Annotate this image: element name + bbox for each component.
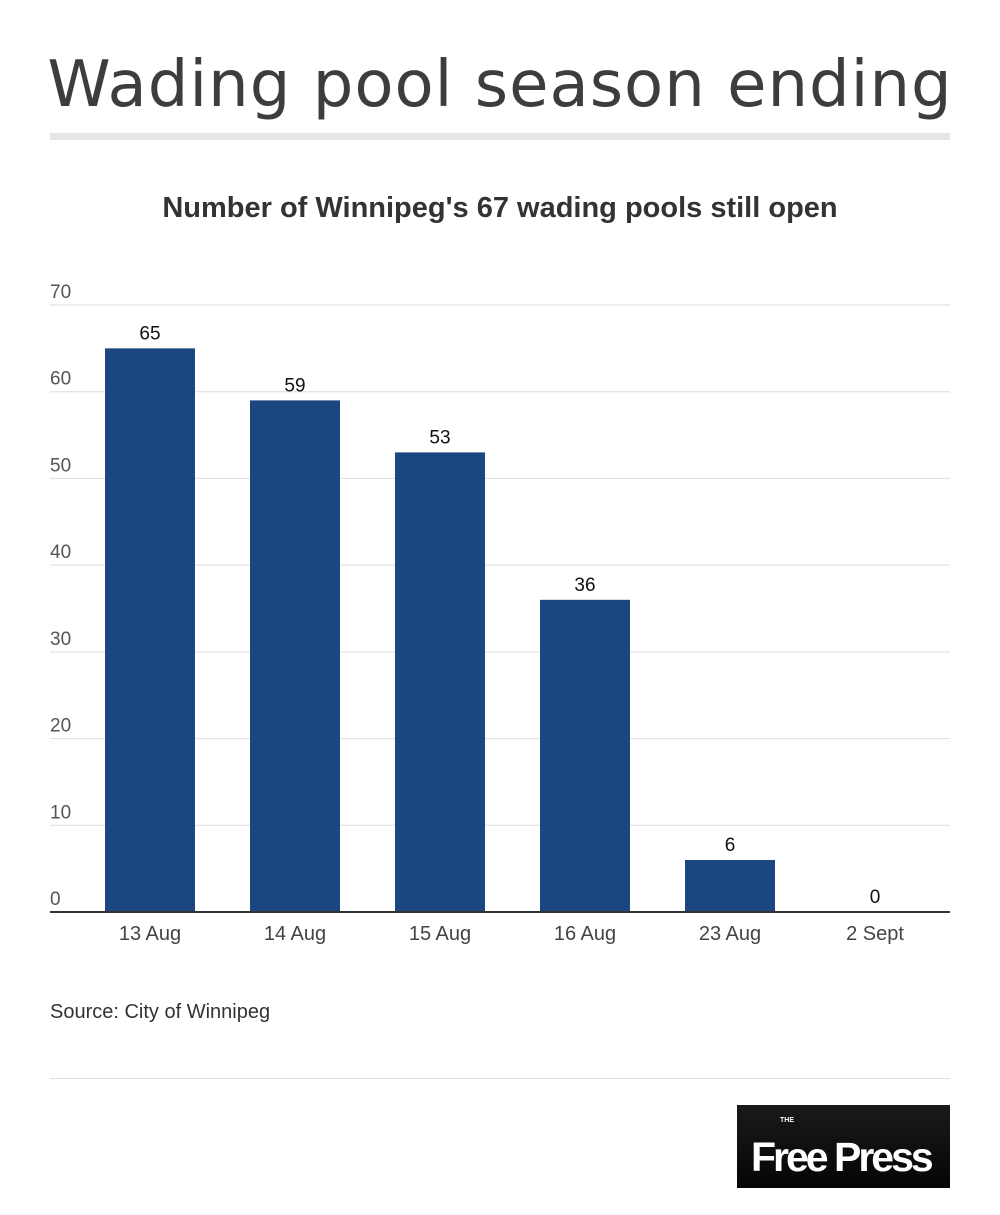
x-tick-label: 16 Aug [554,923,616,945]
logo-name: Free Press [751,1134,934,1180]
y-tick-label: 40 [50,542,71,563]
bar [395,452,485,912]
chart-title: Wading pool season ending [47,48,953,122]
bar [250,400,340,912]
y-tick-label: 50 [50,455,71,476]
logo-the: THE [780,1117,794,1124]
x-tick-label: 2 Sept [846,923,904,945]
footer-divider [50,1078,950,1079]
y-tick-label: 10 [50,802,71,823]
x-tick-label: 23 Aug [699,923,761,945]
data-label: 6 [725,835,736,856]
bar [540,599,630,912]
data-label: 65 [139,323,160,344]
chart-subtitle: Number of Winnipeg's 67 wading pools sti… [162,192,838,224]
free-press-logo: THE Free Press [737,1105,950,1188]
x-tick-label: 15 Aug [409,923,471,945]
y-tick-label: 20 [50,716,71,737]
data-label: 0 [870,887,881,908]
data-label: 59 [284,375,305,396]
y-tick-label: 70 [50,282,71,303]
bar [685,859,775,912]
y-tick-label: 0 [50,889,61,910]
x-tick-label: 14 Aug [264,923,326,945]
y-tick-label: 60 [50,369,71,390]
bar [105,348,195,912]
data-label: 53 [429,427,450,448]
title-divider [50,133,950,140]
source-note: Source: City of Winnipeg [50,1001,271,1023]
data-label: 36 [574,575,595,596]
y-tick-label: 30 [50,629,71,650]
x-tick-label: 13 Aug [119,923,181,945]
